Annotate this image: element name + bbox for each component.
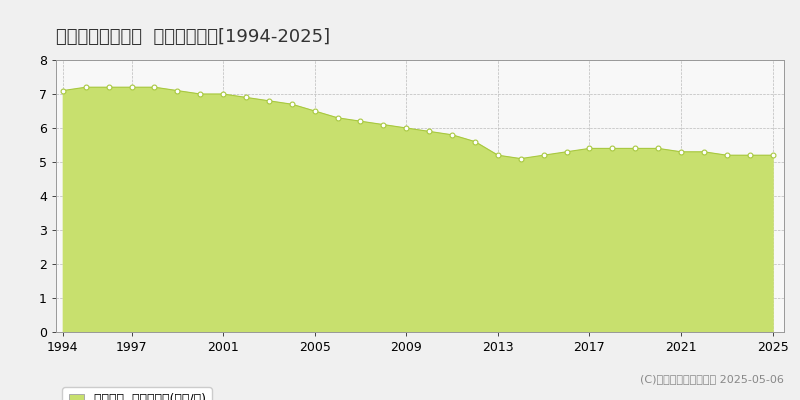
- Legend: 公示地価  平均坪単価(万円/坪): 公示地価 平均坪単価(万円/坪): [62, 387, 212, 400]
- Text: 相馬郡新地町小川  公示地価推移[1994-2025]: 相馬郡新地町小川 公示地価推移[1994-2025]: [56, 28, 330, 46]
- Text: (C)土地価格ドットコム 2025-05-06: (C)土地価格ドットコム 2025-05-06: [640, 374, 784, 384]
